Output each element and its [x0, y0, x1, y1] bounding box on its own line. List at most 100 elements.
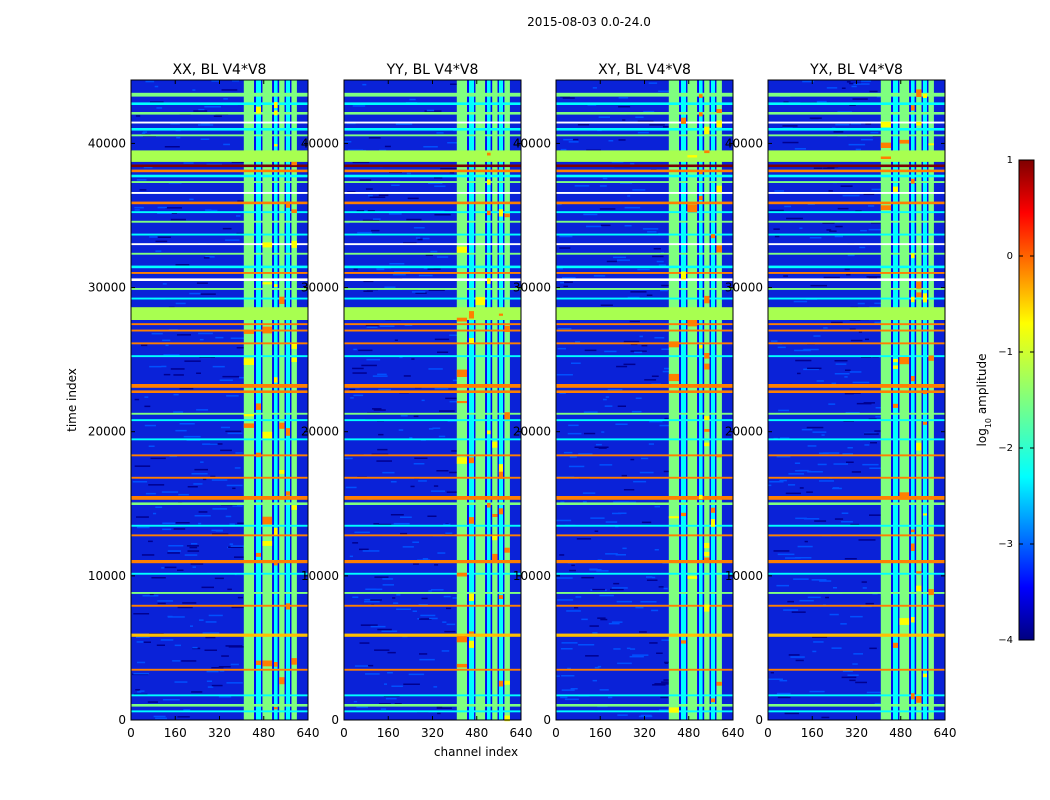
heatmap-noise [635, 606, 644, 609]
heatmap-noise [576, 538, 592, 540]
heatmap-noise [654, 549, 659, 551]
heatmap-time-band [768, 174, 945, 178]
heatmap-time-band [344, 454, 521, 457]
heatmap-channel-gap [715, 80, 717, 720]
heatmap-time-band [131, 355, 308, 358]
heatmap-noise [390, 514, 404, 516]
heatmap-hotspot [469, 338, 474, 343]
x-tick-label: 640 [510, 726, 533, 740]
heatmap-noise [560, 95, 571, 98]
heatmap-hotspot [469, 640, 474, 648]
heatmap-noise [834, 235, 843, 238]
heatmap-time-band [556, 278, 733, 281]
heatmap-noise [622, 119, 626, 121]
heatmap-noise [807, 445, 817, 447]
heatmap-hotspot [243, 414, 254, 417]
heatmap-noise [584, 432, 596, 435]
heatmap-hotspot [893, 186, 898, 192]
heatmap-time-band [768, 92, 945, 97]
heatmap-noise [225, 239, 240, 241]
heatmap-noise [599, 689, 609, 691]
heatmap-noise [823, 276, 840, 279]
heatmap-time-band [131, 524, 308, 527]
heatmap-noise [170, 218, 186, 221]
heatmap-noise [192, 566, 196, 568]
heatmap-noise [402, 546, 414, 548]
heatmap-noise [237, 596, 243, 599]
heatmap-noise [855, 681, 867, 684]
heatmap-noise [869, 647, 877, 650]
heatmap-noise [395, 123, 413, 125]
heatmap-noise [417, 618, 421, 620]
heatmap-noise [229, 523, 235, 525]
heatmap-noise [417, 238, 423, 241]
heatmap-channel-gap [254, 80, 256, 720]
heatmap-time-band [131, 288, 308, 290]
heatmap-noise [423, 267, 434, 270]
heatmap-noise [821, 716, 830, 719]
heatmap-noise [234, 467, 241, 469]
heatmap-noise [434, 177, 443, 179]
heatmap-time-band [556, 297, 733, 300]
heatmap-noise [635, 397, 642, 399]
heatmap-hotspot [928, 143, 934, 146]
heatmap-time-band [344, 174, 521, 178]
heatmap-noise [174, 644, 181, 647]
heatmap-noise [582, 492, 596, 494]
heatmap-noise [594, 666, 600, 669]
heatmap-noise [868, 228, 882, 231]
heatmap-noise [587, 104, 597, 106]
colorbar-tick-label: −1 [998, 347, 1013, 358]
heatmap-noise [369, 196, 386, 198]
heatmap-noise [860, 229, 867, 232]
heatmap-time-band [556, 412, 733, 415]
heatmap-noise [777, 346, 786, 349]
heatmap-noise [812, 431, 827, 433]
heatmap-noise [803, 518, 820, 520]
heatmap-noise [631, 410, 642, 413]
heatmap-noise [419, 653, 428, 655]
heatmap-hotspot [704, 416, 710, 421]
heatmap-noise [647, 231, 657, 233]
heatmap-channel-band [893, 80, 898, 720]
heatmap-time-band [344, 560, 521, 564]
x-tick-label: 0 [127, 726, 135, 740]
heatmap-noise [586, 225, 602, 228]
heatmap-noise [641, 521, 652, 524]
heatmap-noise [562, 97, 575, 99]
heatmap-noise [175, 302, 186, 305]
heatmap-channel-gap [474, 80, 476, 720]
heatmap-noise [163, 373, 171, 376]
heatmap-noise [403, 683, 420, 685]
heatmap-hotspot [456, 246, 467, 253]
heatmap-noise [359, 642, 370, 644]
heatmap-noise [378, 703, 391, 705]
heatmap-time-band [344, 192, 521, 194]
heatmap-noise [831, 382, 837, 385]
heatmap-hotspot [456, 663, 467, 668]
heatmap-noise [868, 205, 875, 207]
heatmap-channel-band [456, 80, 467, 720]
heatmap-noise [556, 374, 573, 376]
heatmap-time-band [768, 524, 945, 527]
heatmap-hotspot [704, 363, 710, 370]
heatmap-noise [566, 610, 581, 612]
heatmap-noise [228, 646, 245, 648]
heatmap-noise [794, 557, 812, 559]
colorbar-tick-label: 1 [1007, 155, 1013, 166]
panel-title: XY, BL V4*V8 [598, 62, 691, 78]
heatmap-time-band [131, 694, 308, 697]
heatmap-noise [646, 579, 658, 581]
heatmap-hotspot [668, 373, 679, 382]
heatmap-noise [847, 254, 855, 257]
heatmap-noise [817, 463, 827, 466]
heatmap-time-band [131, 102, 308, 105]
heatmap-noise [193, 110, 208, 112]
heatmap-noise [583, 213, 598, 216]
heatmap-noise [232, 505, 243, 507]
heatmap-noise [157, 602, 166, 605]
heatmap-noise [436, 132, 444, 134]
heatmap-hotspot [291, 343, 297, 349]
y-tick-label: 30000 [301, 281, 339, 295]
heatmap-noise [229, 543, 234, 545]
